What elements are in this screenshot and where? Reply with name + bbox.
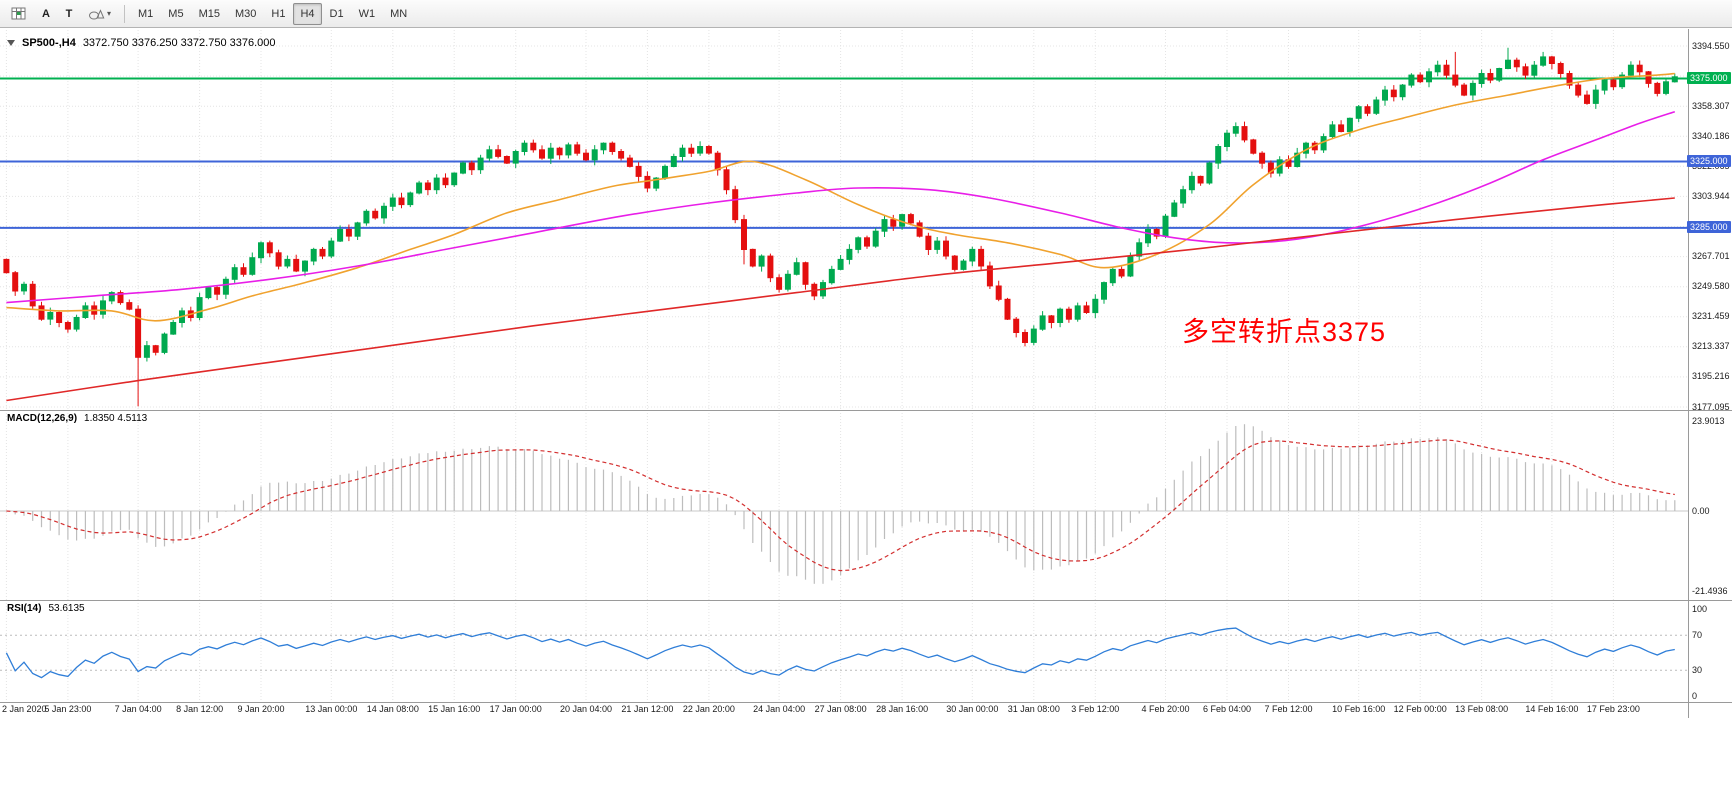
macd-current-values: 1.8350 4.5113 (84, 413, 148, 424)
time-axis-label: 4 Feb 20:00 (1141, 704, 1190, 714)
price-line-badge: 3325.000 (1687, 154, 1731, 167)
rsi-indicator-label: RSI(14) 53.6135 (7, 603, 85, 614)
time-axis-label: 14 Feb 16:00 (1525, 704, 1579, 714)
price-axis-border (1688, 29, 1689, 718)
time-axis-label: 7 Jan 04:00 (114, 704, 162, 714)
rsi-axis-100: 100 (1692, 604, 1708, 614)
time-axis-label: 14 Jan 08:00 (366, 704, 419, 714)
timeframe-button-mn[interactable]: MN (383, 3, 414, 25)
time-axis-label: 27 Jan 08:00 (814, 704, 867, 714)
timeframe-button-m30[interactable]: M30 (228, 3, 263, 25)
rsi-name: RSI(14) (7, 603, 42, 614)
time-axis-label: 12 Feb 00:00 (1393, 704, 1447, 714)
time-axis-label: 22 Jan 20:00 (682, 704, 735, 714)
time-axis-label: 28 Jan 16:00 (876, 704, 929, 714)
chart-grid-icon (11, 7, 26, 19)
time-axis-label: 17 Feb 23:00 (1586, 704, 1640, 714)
ma-fast-orange (6, 72, 1675, 322)
chevron-down-icon: ▾ (107, 9, 112, 18)
price-axis-label: 3213.337 (1692, 341, 1730, 352)
ohlc-values: 3372.750 3376.250 3372.750 3376.000 (82, 37, 276, 49)
time-axis-label: 20 Jan 04:00 (559, 704, 613, 714)
price-axis[interactable]: 23.9013 0.00 -21.4936 100 70 30 0 3394.5… (1687, 0, 1732, 796)
time-axis-label: 17 Jan 00:00 (489, 704, 542, 714)
macd-indicator-label: MACD(12,26,9) 1.8350 4.5113 (7, 413, 147, 424)
toolbar-separator (124, 4, 126, 23)
price-axis-label: 3358.307 (1692, 100, 1730, 111)
panel-separator-macd[interactable] (0, 410, 1732, 411)
timeframe-group: M1 M5 M15 M30 H1 H4 D1 W1 MN (131, 2, 414, 25)
rsi-line (5, 627, 1675, 679)
time-axis-label: 5 Jan 23:00 (44, 704, 92, 714)
rsi-current-value: 53.6135 (48, 603, 85, 614)
timeframe-button-h1[interactable]: H1 (264, 3, 292, 25)
rsi-axis-0: 0 (1692, 691, 1698, 701)
timeframe-button-d1[interactable]: D1 (323, 3, 351, 25)
price-axis-label: 3177.095 (1692, 401, 1730, 412)
macd-name: MACD(12,26,9) (7, 413, 78, 424)
chart-title: SP500-,H4 3372.750 3376.250 3372.750 337… (7, 37, 276, 49)
rsi-axis-70: 70 (1692, 630, 1703, 640)
macd-axis-min: -21.4936 (1692, 586, 1728, 596)
price-axis-label: 3267.701 (1692, 251, 1730, 262)
type-tool-button[interactable]: T (58, 3, 80, 25)
shapes-tool-button[interactable]: ▾ (81, 3, 118, 25)
macd-axis-zero: 0.00 (1692, 506, 1710, 516)
timeframe-button-w1[interactable]: W1 (352, 3, 383, 25)
macd-histogram (14, 424, 1676, 584)
timeframe-button-m1[interactable]: M1 (131, 3, 160, 25)
timeframe-button-h4[interactable]: H4 (293, 2, 322, 25)
time-axis-label: 24 Jan 04:00 (753, 704, 806, 714)
time-axis-label: 31 Jan 08:00 (1007, 704, 1060, 714)
text-tool-button[interactable]: A (35, 3, 57, 25)
ma-slow-red (6, 197, 1675, 402)
price-axis-label: 3195.216 (1692, 371, 1730, 382)
time-axis-label: 15 Jan 16:00 (428, 704, 481, 714)
rsi-panel[interactable] (0, 600, 1688, 702)
time-axis-label: 13 Jan 00:00 (305, 704, 358, 714)
time-axis-label: 6 Feb 04:00 (1202, 704, 1252, 714)
price-axis-label: 3340.186 (1692, 130, 1730, 141)
time-axis-label: 30 Jan 00:00 (946, 704, 999, 714)
macd-signal-line (6, 439, 1675, 572)
time-axis-label: 7 Feb 12:00 (1264, 704, 1313, 714)
symbol-timeframe-label: SP500-,H4 (22, 37, 76, 49)
price-axis-label: 3249.580 (1692, 281, 1730, 292)
time-axis-label: 13 Feb 08:00 (1455, 704, 1509, 714)
price-line-badge: 3375.000 (1687, 71, 1731, 84)
main-price-panel[interactable] (0, 30, 1688, 410)
down-candles-layer (3, 51, 1661, 407)
time-axis-label: 8 Jan 12:00 (176, 704, 224, 714)
time-axis-label: 9 Jan 20:00 (237, 704, 285, 714)
chart-grid-icon-button[interactable] (4, 3, 34, 25)
up-candles-layer (21, 47, 1678, 362)
time-axis[interactable]: 2 Jan 2020 5 Jan 23:00 7 Jan 04:00 8 Jan 12… (0, 703, 1688, 717)
price-line-badge: 3285.000 (1687, 220, 1731, 233)
time-axis-label: 10 Feb 16:00 (1332, 704, 1386, 714)
time-axis-label: 21 Jan 12:00 (621, 704, 674, 714)
shapes-icon (89, 8, 105, 19)
price-axis-label: 3394.550 (1692, 40, 1730, 51)
time-axis-label: 2 Jan 2020 (2, 704, 47, 714)
price-axis-label: 3231.459 (1692, 311, 1730, 322)
chart-annotation-text[interactable]: 多空转折点3375 (1182, 317, 1387, 347)
symbol-marker-icon (7, 40, 15, 46)
panel-separator-rsi[interactable] (0, 600, 1732, 601)
time-axis-separator (0, 702, 1732, 703)
time-axis-label: 3 Feb 12:00 (1071, 704, 1120, 714)
timeframe-button-m5[interactable]: M5 (161, 3, 190, 25)
rsi-axis-30: 30 (1692, 665, 1703, 675)
price-axis-label: 3303.944 (1692, 190, 1730, 201)
toolbar: A T ▾ M1 M5 M15 M30 H1 H4 D1 W1 MN (0, 0, 1732, 28)
macd-axis-max: 23.9013 (1692, 416, 1725, 426)
macd-panel[interactable] (0, 410, 1688, 600)
ma-mid-magenta (6, 110, 1676, 304)
timeframe-button-m15[interactable]: M15 (192, 3, 227, 25)
